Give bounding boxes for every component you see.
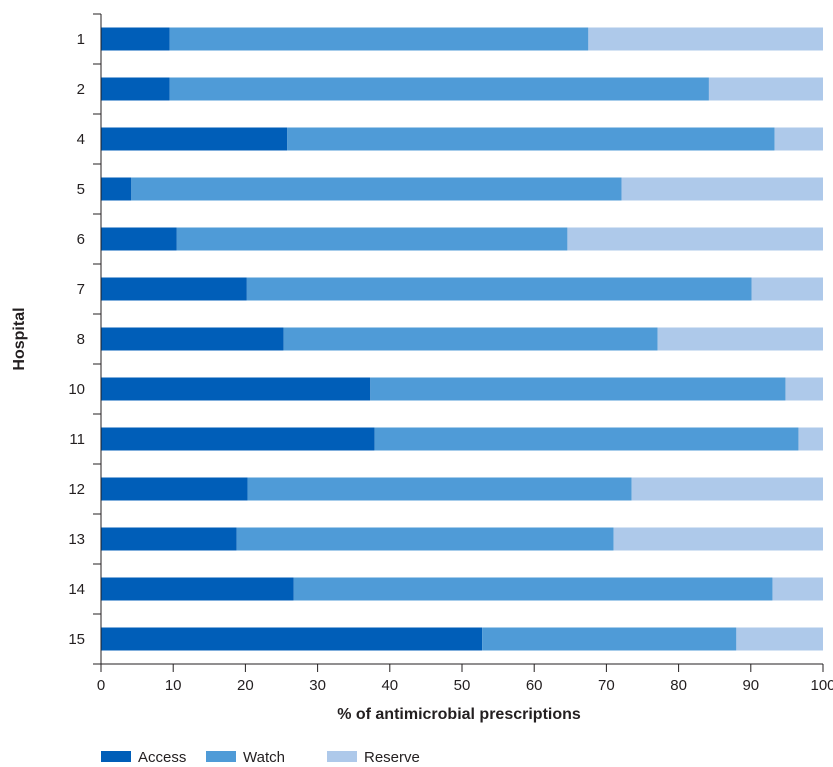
bar-segment-reserve-hospital-14 xyxy=(772,577,823,601)
bars-group xyxy=(101,27,823,651)
bar-segment-reserve-hospital-5 xyxy=(621,177,823,201)
bar-segment-access-hospital-12 xyxy=(101,477,248,501)
x-tick-label: 50 xyxy=(454,677,471,694)
bar-segment-reserve-hospital-10 xyxy=(785,377,823,401)
bar-segment-reserve-hospital-11 xyxy=(798,427,823,451)
bar-segment-reserve-hospital-8 xyxy=(657,327,823,351)
x-axis: 0 10 20 30 40 50 60 70 80 90 100 xyxy=(93,663,833,694)
legend-swatch-reserve xyxy=(327,751,357,762)
bar-segment-reserve-hospital-7 xyxy=(751,277,823,301)
bar-segment-access-hospital-10 xyxy=(101,377,371,401)
bar-segment-watch-hospital-5 xyxy=(131,177,622,201)
x-tick-label: 30 xyxy=(309,677,326,694)
y-tick-label: 7 xyxy=(77,281,85,298)
y-tick-label: 8 xyxy=(77,331,85,348)
legend-label-watch: Watch xyxy=(243,749,285,766)
y-tick-label: 5 xyxy=(77,181,85,198)
bar-segment-access-hospital-2 xyxy=(101,77,170,101)
bar-segment-access-hospital-11 xyxy=(101,427,375,451)
bar-segment-access-hospital-1 xyxy=(101,27,170,51)
y-tick-label: 15 xyxy=(68,631,85,648)
y-axis-title: Hospital xyxy=(11,307,28,370)
bar-segment-access-hospital-15 xyxy=(101,627,483,651)
bar-segment-reserve-hospital-1 xyxy=(588,27,823,51)
bar-segment-watch-hospital-12 xyxy=(247,477,632,501)
x-tick-label: 70 xyxy=(598,677,615,694)
bar-segment-reserve-hospital-4 xyxy=(774,127,823,151)
x-tick-label: 20 xyxy=(237,677,254,694)
x-tick-label: 100 xyxy=(810,677,833,694)
bar-segment-watch-hospital-10 xyxy=(370,377,786,401)
legend: Access Watch Reserve xyxy=(101,749,420,766)
bar-segment-reserve-hospital-12 xyxy=(631,477,823,501)
bar-segment-watch-hospital-11 xyxy=(374,427,799,451)
bar-segment-watch-hospital-7 xyxy=(246,277,752,301)
bar-segment-access-hospital-7 xyxy=(101,277,247,301)
bar-segment-watch-hospital-6 xyxy=(176,227,568,251)
bar-segment-reserve-hospital-13 xyxy=(613,527,823,551)
x-tick-label: 80 xyxy=(670,677,687,694)
bar-segment-access-hospital-6 xyxy=(101,227,177,251)
legend-label-access: Access xyxy=(138,749,186,766)
bar-segment-watch-hospital-1 xyxy=(169,27,589,51)
bar-segment-reserve-hospital-15 xyxy=(736,627,823,651)
bar-segment-watch-hospital-4 xyxy=(287,127,775,151)
bar-segment-access-hospital-14 xyxy=(101,577,294,601)
legend-label-reserve: Reserve xyxy=(364,749,420,766)
bar-segment-watch-hospital-13 xyxy=(236,527,614,551)
bar-segment-watch-hospital-14 xyxy=(293,577,773,601)
bar-segment-watch-hospital-2 xyxy=(169,77,709,101)
y-tick-label: 10 xyxy=(68,381,85,398)
legend-swatch-watch xyxy=(206,751,236,762)
y-tick-label: 6 xyxy=(77,231,85,248)
bar-segment-access-hospital-13 xyxy=(101,527,237,551)
x-tick-label: 40 xyxy=(381,677,398,694)
legend-swatch-access xyxy=(101,751,131,762)
x-tick-label: 10 xyxy=(165,677,182,694)
x-tick-label: 60 xyxy=(526,677,543,694)
y-tick-label: 14 xyxy=(68,581,85,598)
bar-segment-watch-hospital-15 xyxy=(482,627,737,651)
x-tick-label: 90 xyxy=(742,677,759,694)
bar-segment-reserve-hospital-2 xyxy=(708,77,823,101)
bar-segment-access-hospital-4 xyxy=(101,127,288,151)
y-tick-label: 12 xyxy=(68,481,85,498)
x-axis-title: % of antimicrobial prescriptions xyxy=(337,706,581,723)
y-tick-label: 1 xyxy=(77,31,85,48)
bar-segment-reserve-hospital-6 xyxy=(567,227,823,251)
y-tick-label: 11 xyxy=(69,431,85,448)
x-tick-label: 0 xyxy=(97,677,105,694)
y-tick-label: 13 xyxy=(68,531,85,548)
bar-segment-access-hospital-8 xyxy=(101,327,284,351)
bar-segment-watch-hospital-8 xyxy=(283,327,658,351)
y-tick-label: 2 xyxy=(77,81,85,98)
y-tick-label: 4 xyxy=(77,131,85,148)
bar-segment-access-hospital-5 xyxy=(101,177,132,201)
